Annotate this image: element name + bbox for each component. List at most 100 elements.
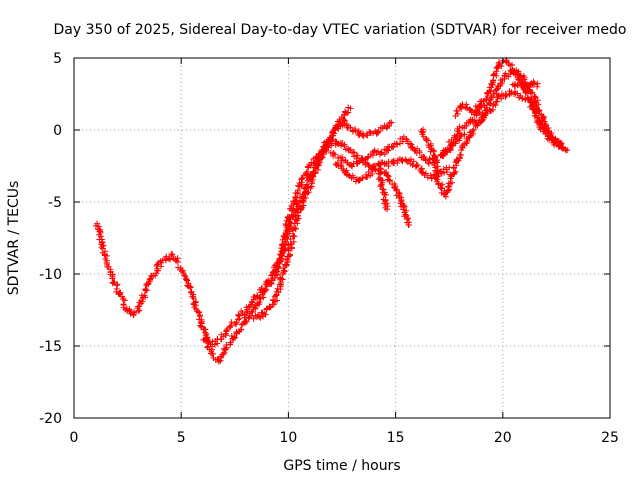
data-point	[341, 141, 348, 148]
data-point	[254, 292, 261, 299]
data-point	[378, 150, 385, 157]
data-point	[392, 185, 399, 192]
data-point	[492, 70, 499, 77]
x-tick-label: 25	[601, 430, 619, 446]
y-tick-label: 0	[53, 123, 62, 139]
data-point	[274, 297, 281, 304]
data-point	[530, 78, 537, 85]
data-point	[475, 120, 482, 127]
data-point	[223, 344, 230, 351]
data-point	[273, 288, 280, 295]
x-tick-label: 15	[387, 430, 405, 446]
data-point	[423, 136, 430, 143]
data-point	[418, 165, 425, 172]
data-point	[97, 233, 104, 240]
data-point	[141, 292, 148, 299]
data-point	[281, 268, 288, 275]
gridlines	[74, 58, 610, 418]
data-point	[372, 166, 379, 173]
data-point	[282, 234, 289, 241]
data-point	[204, 336, 211, 343]
data-point	[444, 169, 451, 176]
data-point	[503, 92, 510, 99]
data-point	[539, 124, 546, 131]
data-point	[492, 98, 499, 105]
data-point	[387, 177, 394, 184]
data-point	[305, 184, 312, 191]
data-point	[449, 142, 456, 149]
x-axis-label: GPS time / hours	[283, 458, 400, 474]
data-point	[289, 233, 296, 240]
data-point	[209, 351, 216, 358]
data-point	[131, 309, 138, 316]
data-point	[295, 182, 302, 189]
data-point	[360, 130, 367, 137]
data-point	[181, 272, 188, 279]
data-point	[282, 241, 289, 248]
data-point	[382, 191, 389, 198]
data-point	[330, 130, 337, 137]
y-tick-labels: -20 -15 -10 -5 0 5	[39, 51, 62, 427]
data-point	[349, 163, 356, 170]
data-point	[533, 110, 540, 117]
data-point	[469, 128, 476, 135]
data-point	[433, 158, 440, 165]
data-point	[386, 123, 393, 130]
data-point	[375, 160, 382, 167]
data-point	[346, 146, 353, 153]
data-point	[326, 141, 333, 148]
data-point	[268, 272, 275, 279]
data-point	[238, 326, 245, 333]
data-point	[502, 70, 509, 77]
data-point	[448, 179, 455, 186]
data-point	[342, 157, 349, 164]
data-point	[220, 350, 227, 357]
data-point	[427, 142, 434, 149]
data-point	[197, 312, 204, 319]
data-point	[278, 251, 285, 258]
data-point	[317, 153, 324, 160]
data-point	[120, 296, 127, 303]
data-point	[290, 224, 297, 231]
data-point	[496, 61, 503, 68]
data-point	[523, 89, 530, 96]
data-point	[267, 303, 274, 310]
data-point	[95, 223, 102, 230]
data-point	[390, 143, 397, 150]
data-point	[505, 61, 512, 68]
data-point	[183, 276, 190, 283]
data-point	[374, 129, 381, 136]
data-point	[243, 318, 250, 325]
data-point	[537, 120, 544, 127]
data-point	[394, 141, 401, 148]
data-point	[232, 334, 239, 341]
data-point	[483, 90, 490, 97]
data-point	[287, 251, 294, 258]
data-point	[248, 298, 255, 305]
data-point	[261, 310, 268, 317]
data-point	[433, 159, 440, 166]
data-point	[553, 138, 560, 145]
plot-frame	[73, 57, 611, 419]
data-point	[345, 171, 352, 178]
data-point	[250, 315, 257, 322]
data-point	[183, 277, 190, 284]
data-point	[303, 168, 310, 175]
data-point	[498, 95, 505, 102]
data-point	[338, 142, 345, 149]
data-point	[478, 117, 485, 124]
data-point	[482, 112, 489, 119]
data-point	[423, 170, 430, 177]
data-point	[474, 104, 481, 111]
data-point	[380, 186, 387, 193]
data-point	[442, 193, 449, 200]
data-point	[408, 144, 415, 151]
data-point	[154, 267, 161, 274]
data-point	[126, 306, 133, 313]
data-point	[281, 261, 288, 268]
data-point	[356, 177, 363, 184]
data-point	[266, 304, 273, 311]
data-point	[463, 105, 470, 112]
data-point	[301, 194, 308, 201]
